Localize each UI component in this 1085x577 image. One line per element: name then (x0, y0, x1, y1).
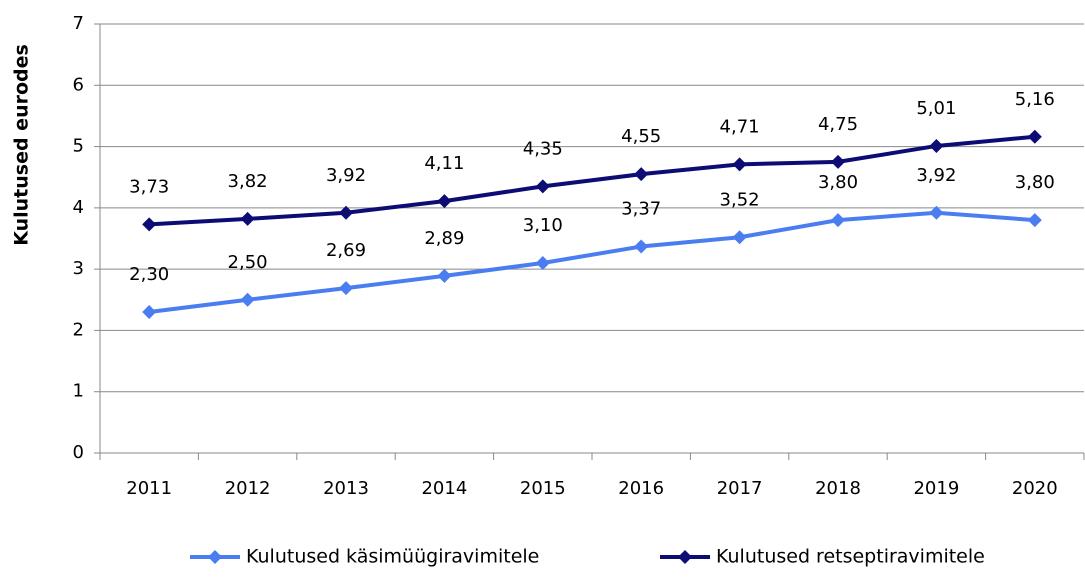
legend-marker (208, 550, 222, 564)
data-label: 2,50 (228, 252, 268, 273)
data-label: 4,75 (818, 114, 858, 135)
x-tick-label: 2012 (225, 478, 271, 499)
data-label: 3,82 (228, 171, 268, 192)
data-label: 3,92 (326, 165, 366, 186)
data-label: 3,80 (818, 172, 858, 193)
data-label: 2,89 (424, 228, 464, 249)
point-marker (240, 292, 255, 307)
y-tick-label: 1 (73, 381, 84, 402)
x-tick-label: 2020 (1012, 478, 1058, 499)
x-tick-label: 2015 (520, 478, 566, 499)
data-label: 3,73 (129, 176, 169, 197)
y-tick-label: 2 (73, 319, 84, 340)
x-tick-label: 2016 (618, 478, 664, 499)
point-marker (437, 268, 452, 283)
point-marker (142, 217, 157, 232)
y-tick-label: 4 (73, 197, 84, 218)
series-line (149, 134, 1035, 227)
y-tick-label: 5 (73, 136, 84, 157)
data-label: 5,16 (1015, 89, 1055, 110)
point-marker (339, 205, 353, 220)
legend-label: Kulutused retseptiravimitele (716, 546, 985, 568)
point-marker (831, 154, 845, 169)
point-marker (240, 211, 255, 226)
data-label: 4,55 (621, 126, 661, 147)
point-marker (437, 194, 452, 209)
x-tick-label: 2013 (323, 478, 369, 499)
data-label: 2,69 (326, 240, 366, 261)
data-label: 4,71 (720, 116, 760, 137)
data-label: 3,10 (523, 215, 563, 236)
series-line (148, 210, 1035, 315)
x-tick-label: 2017 (717, 478, 763, 499)
point-marker (634, 239, 649, 254)
x-tick-label: 2019 (913, 478, 959, 499)
point-marker (929, 138, 944, 153)
point-marker (929, 205, 944, 220)
y-tick-label: 0 (73, 442, 84, 463)
data-label: 5,01 (916, 98, 956, 119)
legend-label: Kulutused käsimüügiravimitele (246, 546, 539, 568)
x-tick-label: 2014 (421, 478, 467, 499)
point-marker (1027, 129, 1042, 144)
x-tick-label: 2011 (126, 478, 172, 499)
data-label: 3,37 (621, 198, 661, 219)
data-label: 3,52 (720, 189, 760, 210)
legend-marker (678, 550, 692, 564)
point-marker (535, 256, 550, 271)
data-label: 3,80 (1015, 172, 1055, 193)
data-label: 2,30 (129, 264, 169, 285)
data-label: 4,11 (424, 153, 464, 174)
x-tick-label: 2018 (815, 478, 861, 499)
data-label: 4,35 (523, 138, 563, 159)
point-marker (339, 281, 353, 296)
point-marker (831, 213, 845, 228)
point-marker (142, 305, 157, 320)
y-axis-title: Kulutused eurodes (11, 44, 33, 246)
point-marker (732, 230, 747, 245)
point-marker (535, 179, 550, 194)
y-tick-label: 7 (73, 13, 84, 34)
data-label: 3,92 (916, 165, 956, 186)
point-marker (732, 157, 747, 172)
y-tick-label: 6 (73, 74, 84, 95)
point-marker (634, 167, 649, 182)
point-marker (1027, 213, 1042, 228)
y-tick-label: 3 (73, 258, 84, 279)
